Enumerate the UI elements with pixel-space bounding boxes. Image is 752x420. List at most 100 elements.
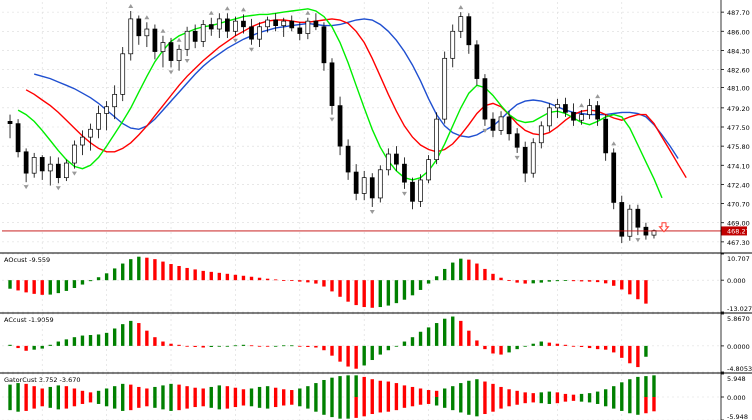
main-price-pane[interactable]: 487.70 486.00 484.30 482.60 481.00 479.20 477.… [2, 2, 750, 252]
aocust-bar [121, 263, 125, 281]
candle-bull [64, 162, 69, 179]
aocust-bar [201, 270, 205, 281]
candle-bear [136, 18, 142, 37]
aocust-bar [72, 280, 77, 288]
fractal-up-icon [611, 141, 617, 146]
aocust-bar [636, 280, 640, 300]
candle-bear [55, 163, 61, 179]
aocust-bar [370, 280, 374, 308]
candle-bear [249, 26, 254, 40]
gator-down-bar [129, 397, 133, 411]
aocust-bar [169, 264, 173, 281]
aocust-bar [32, 280, 36, 294]
accust-bar [443, 318, 447, 346]
gator-up-bar [225, 386, 230, 397]
aocust-bar [418, 280, 423, 290]
price-tick-label: 484.30 [727, 47, 750, 55]
candle-bull [555, 104, 560, 109]
candle-bear [15, 123, 21, 153]
aocust-bar [426, 280, 431, 284]
aocust-bar [306, 280, 310, 283]
aocust-pane[interactable]: AOcust -9.559 10.707 0.000 -13.027 [2, 253, 752, 313]
accust-bar [491, 345, 495, 354]
candle-bear [369, 177, 375, 199]
accust-bar [153, 337, 157, 346]
accust-bar [354, 345, 358, 369]
accust-bar [177, 344, 181, 346]
gator-down-bar [370, 397, 374, 415]
gator-up-bar [24, 383, 28, 397]
gator-down-bar [145, 397, 149, 407]
gator-down-bar [314, 397, 318, 412]
aocust-bar [153, 259, 157, 281]
gator-down-bar [386, 397, 391, 412]
price-tick-label: 482.60 [727, 67, 750, 75]
gator-up-bar [64, 386, 69, 397]
gator-up-bar [402, 385, 407, 397]
price-axis: 487.70 486.00 484.30 482.60 481.00 479.20 477.… [721, 9, 750, 247]
accust-pane[interactable]: ACcust -1.9059 5.8670 0.0000 -4.8053 [2, 313, 752, 373]
gator-down-bar [249, 397, 254, 407]
candle-bear [152, 28, 158, 52]
price-tick-label: 472.40 [727, 181, 750, 189]
fractal-up-icon [579, 103, 585, 108]
gator-down-bar [88, 397, 93, 403]
aocust-bar [451, 262, 455, 281]
gator-down-bar [322, 397, 326, 415]
gator-up-bar [644, 376, 648, 397]
aocust-bar [571, 280, 576, 282]
accust-bar [282, 345, 286, 347]
gator-up-bar [499, 386, 503, 397]
gator-up-bar [137, 386, 141, 397]
aocust-bar [88, 280, 93, 282]
gator-down-bar [306, 397, 310, 409]
accust-bar [96, 334, 101, 346]
aocust-bar [8, 280, 12, 289]
accust-bar [595, 345, 600, 350]
fractal-up-icon [144, 15, 150, 20]
aocust-bar [644, 280, 648, 304]
candle-bear [595, 105, 600, 120]
fractal-up-icon [240, 7, 246, 12]
candle-bear [192, 30, 198, 42]
candle-bull [104, 106, 109, 114]
accust-bar [644, 345, 648, 357]
gator-down-bar [443, 397, 447, 408]
aocust-bar [161, 261, 165, 281]
aocust-bar [563, 280, 568, 281]
aocust-bar [539, 280, 543, 283]
gator-down-bar [475, 397, 479, 417]
gator-down-bar [40, 397, 44, 407]
aocust-bar [459, 258, 463, 281]
gator-down-bar [72, 397, 77, 407]
accust-bar [56, 341, 61, 346]
gator-up-bar [201, 388, 205, 397]
gator-up-bar [507, 389, 511, 397]
gator-down-bar [290, 397, 294, 405]
aocust-bar [587, 280, 592, 282]
aocust-bar [410, 280, 415, 296]
accust-bar [555, 343, 560, 346]
gator-up-bar [531, 393, 535, 397]
candle-bull [160, 42, 166, 52]
gator-down-bar [595, 397, 600, 404]
gator-down-bar [644, 397, 648, 414]
candle-bull [120, 53, 126, 95]
candle-bull [216, 18, 222, 30]
accust-bar [72, 337, 77, 346]
accust-bar [88, 335, 93, 346]
aocust-bar [443, 268, 447, 281]
aocust-bar [628, 280, 632, 295]
candle-bear [410, 181, 415, 202]
gator-up-bar [48, 386, 52, 397]
gator-up-bar [40, 388, 44, 397]
candle-bear [635, 208, 641, 228]
candle-bear [241, 20, 246, 28]
fractal-down-icon [482, 128, 488, 133]
accust-bar [378, 345, 382, 355]
accust-bar [8, 344, 12, 346]
candle-bear [394, 153, 399, 165]
